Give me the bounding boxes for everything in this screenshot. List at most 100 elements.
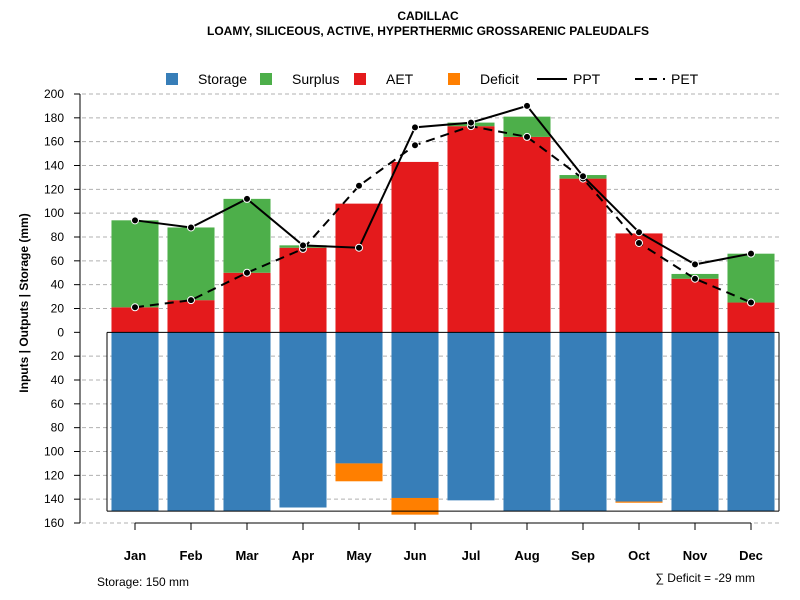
deficit-bar: [391, 497, 439, 515]
x-tick-label: Dec: [739, 548, 763, 563]
y-tick-label: 120: [44, 468, 64, 482]
legend-swatch-deficit: [448, 73, 460, 85]
surplus-bar: [727, 253, 775, 303]
storage-bar: [391, 332, 439, 498]
pet-point: [691, 274, 699, 283]
y-tick-label: 40: [51, 278, 65, 292]
surplus-bar: [111, 220, 159, 308]
storage-note: Storage: 150 mm: [97, 575, 189, 589]
y-tick-label: 20: [51, 302, 65, 316]
y-tick-label: 140: [44, 492, 64, 506]
legend-swatch-aet: [354, 73, 366, 85]
y-tick-label: 140: [44, 159, 64, 173]
storage-bar: [335, 332, 383, 464]
storage-bar: [671, 332, 719, 512]
ppt-point: [411, 123, 419, 132]
pet-point: [187, 296, 195, 305]
storage-bar: [559, 332, 607, 512]
storage-bar: [223, 332, 271, 512]
aet-bar: [223, 272, 271, 333]
y-tick-label: 0: [57, 325, 64, 339]
aet-bar: [503, 136, 551, 333]
y-tick-label: 80: [51, 421, 65, 435]
ppt-point: [747, 249, 755, 258]
storage-bar: [111, 332, 159, 512]
x-tick-label: Oct: [628, 548, 650, 563]
pet-line: [134, 125, 752, 309]
legend-label-deficit: Deficit: [480, 71, 519, 87]
line-layer: [131, 101, 755, 312]
legend-label-storage: Storage: [198, 71, 247, 87]
legend-label-surplus: Surplus: [292, 71, 339, 87]
chart-legend: Storage Surplus AET Deficit PPT PET: [166, 71, 699, 87]
y-tick-label: 100: [44, 206, 64, 220]
legend-label-ppt: PPT: [573, 71, 601, 87]
legend-swatch-surplus: [260, 73, 272, 85]
aet-bar: [391, 161, 439, 333]
y-tick-label: 40: [51, 373, 65, 387]
aet-bar: [671, 278, 719, 333]
axes: 2001801601401201008060402002040608010012…: [44, 87, 763, 563]
ppt-point: [243, 194, 251, 203]
pet-point: [131, 303, 139, 312]
x-tick-label: Feb: [179, 548, 202, 563]
y-tick-label: 80: [51, 230, 65, 244]
ppt-point: [299, 241, 307, 250]
x-tick-label: Jan: [124, 548, 146, 563]
storage-bar: [615, 332, 663, 502]
pet-point: [747, 298, 755, 307]
pet-point: [411, 141, 419, 150]
y-tick-label: 200: [44, 87, 64, 101]
y-tick-label: 160: [44, 516, 64, 530]
deficit-bar: [615, 501, 663, 503]
x-tick-label: Apr: [292, 548, 314, 563]
legend-swatch-storage: [166, 73, 178, 85]
ppt-point: [467, 118, 475, 127]
ppt-point: [691, 260, 699, 269]
surplus-bar: [223, 198, 271, 273]
y-tick-label: 60: [51, 397, 65, 411]
ppt-point: [635, 228, 643, 237]
storage-bar: [503, 332, 551, 512]
ppt-point: [355, 243, 363, 252]
y-axis-label: Inputs | Outputs | Storage (mm): [17, 213, 31, 392]
x-tick-label: Jun: [403, 548, 426, 563]
pet-point: [355, 181, 363, 190]
storage-bar: [447, 332, 495, 501]
x-tick-label: Aug: [514, 548, 539, 563]
deficit-bar: [335, 463, 383, 482]
legend-label-aet: AET: [386, 71, 414, 87]
y-tick-label: 180: [44, 111, 64, 125]
x-tick-label: May: [346, 548, 372, 563]
storage-bar: [167, 332, 215, 512]
deficit-note: ∑ Deficit = -29 mm: [655, 571, 755, 585]
aet-bar: [727, 302, 775, 333]
storage-bar: [727, 332, 775, 512]
x-tick-label: Mar: [235, 548, 258, 563]
aet-bar: [559, 178, 607, 333]
aet-bar: [167, 300, 215, 333]
x-tick-label: Nov: [683, 548, 708, 563]
ppt-point: [523, 101, 531, 110]
y-tick-label: 100: [44, 445, 64, 459]
ppt-point: [579, 172, 587, 181]
aet-bar: [335, 203, 383, 333]
chart-title: CADILLAC: [397, 9, 459, 23]
aet-bar: [447, 126, 495, 333]
ppt-point: [187, 223, 195, 232]
x-tick-label: Jul: [462, 548, 481, 563]
pet-point: [243, 268, 251, 277]
y-tick-label: 160: [44, 135, 64, 149]
x-tick-label: Sep: [571, 548, 595, 563]
ppt-point: [131, 216, 139, 225]
bar-layer: [106, 116, 780, 515]
legend-label-pet: PET: [671, 71, 699, 87]
pet-point: [635, 238, 643, 247]
storage-bar: [279, 332, 327, 508]
y-tick-label: 120: [44, 182, 64, 196]
chart-subtitle: LOAMY, SILICEOUS, ACTIVE, HYPERTHERMIC G…: [207, 24, 649, 38]
aet-bar: [111, 307, 159, 333]
pet-point: [523, 132, 531, 141]
y-tick-label: 20: [51, 349, 65, 363]
